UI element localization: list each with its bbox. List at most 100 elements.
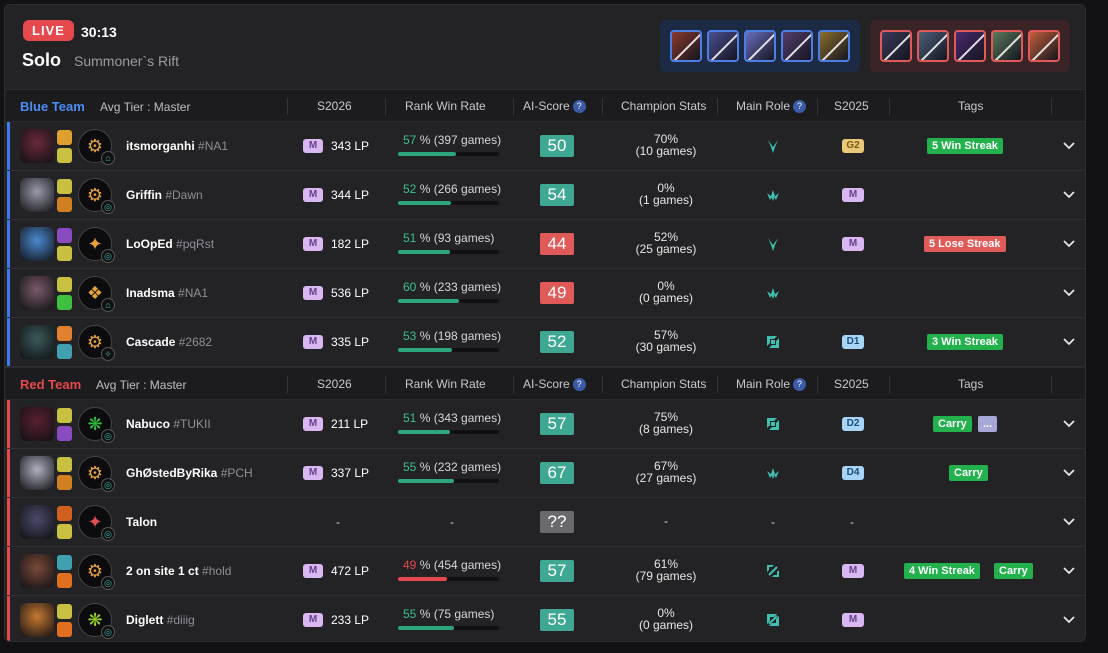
win-rate-percent: 52 [403, 182, 417, 196]
win-rate-games: % (93 games) [416, 231, 495, 245]
summoner-spell-icon [57, 555, 72, 570]
column-divider [717, 98, 718, 115]
col-s2025: S2025 [834, 99, 869, 113]
blue-team-bans [660, 20, 860, 72]
top-icon [765, 416, 781, 432]
player-row[interactable]: ⚙ ◎ Griffin #Dawn M 344 LP 52 % (266 games) 54… [5, 171, 1085, 220]
player-row[interactable]: ❋ ◎ Diglett #diiig M 233 LP 55 % (75 games) 55… [5, 596, 1085, 641]
chevron-down-icon[interactable] [1061, 236, 1077, 252]
summoner-name: Talon [126, 515, 158, 529]
secondary-rune-icon: ⌂ [101, 151, 115, 165]
chevron-down-icon[interactable] [1061, 563, 1077, 579]
win-rate-games: % (266 games) [416, 182, 502, 196]
player-row[interactable]: ❖ ⌂ Inadsma #NA1 M 536 LP 60 % (233 games) 49 0… [5, 269, 1085, 318]
support-icon [765, 187, 781, 203]
player-row[interactable]: ⚙ ⌂ itsmorganhi #NA1 M 343 LP 57 % (397 games… [5, 122, 1085, 171]
chevron-down-icon[interactable] [1061, 334, 1077, 350]
riot-tag: #Dawn [165, 188, 203, 202]
column-label: Rank Win Rate [405, 377, 486, 391]
tier-badge: M [303, 188, 323, 202]
player-name[interactable]: Cascade #2682 [126, 335, 212, 349]
chevron-down-icon[interactable] [1061, 612, 1077, 628]
rank-win-rate: 52 % (266 games) [403, 182, 501, 196]
team-color-bar [7, 171, 10, 219]
player-row[interactable]: ⚙ ◎ 2 on site 1 ct #hold M 472 LP 49 % (454 g… [5, 547, 1085, 596]
chevron-down-icon[interactable] [1061, 187, 1077, 203]
champion-portrait [20, 554, 54, 588]
champion-win-rate: 52% [653, 230, 679, 244]
player-name[interactable]: itsmorganhi #NA1 [126, 139, 228, 153]
team-color-bar [7, 449, 10, 497]
league-points: 344 LP [331, 188, 370, 202]
column-divider [817, 376, 818, 393]
help-icon[interactable]: ? [793, 100, 807, 113]
player-name[interactable]: Griffin #Dawn [126, 188, 203, 202]
player-row[interactable]: ⚙ ✧ Cascade #2682 M 335 LP 53 % (198 games) 52… [5, 318, 1085, 367]
column-label: Rank Win Rate [405, 99, 486, 113]
player-row[interactable]: ✦ ◎ Talon - -?? - - - [5, 498, 1085, 547]
ai-score-badge: ?? [540, 511, 574, 533]
player-name[interactable]: 2 on site 1 ct #hold [126, 564, 231, 578]
ai-score-badge: 44 [540, 233, 574, 255]
win-rate-bar-fill [398, 152, 456, 156]
avg-tier: Avg Tier : Master [100, 100, 191, 114]
win-rate-percent: 53 [403, 329, 417, 343]
summoner-spell-icon [57, 197, 72, 212]
bottom-icon [765, 612, 781, 628]
league-points: 343 LP [331, 139, 370, 153]
help-icon[interactable]: ? [572, 378, 586, 391]
win-rate-bar [398, 479, 499, 483]
team-name: Blue Team [20, 99, 85, 114]
win-rate-bar-fill [398, 250, 450, 254]
player-name[interactable]: Nabuco #TUKII [126, 417, 211, 431]
summoner-name: Cascade [126, 335, 176, 349]
column-divider [1051, 98, 1052, 115]
chevron-down-icon[interactable] [1061, 416, 1077, 432]
player-row[interactable]: ⚙ ◎ GhØstedByRika #PCH M 337 LP 55 % (232 gam… [5, 449, 1085, 498]
tier-badge: M [303, 139, 323, 153]
column-label: AI-Score [523, 99, 570, 113]
keystone-rune-icon: ❖ [78, 276, 112, 310]
win-rate-games: % (397 games) [416, 133, 502, 147]
chevron-down-icon[interactable] [1061, 285, 1077, 301]
column-label: Tags [958, 377, 984, 391]
rank-placeholder: - [336, 515, 340, 529]
banned-champion-icon [954, 30, 986, 62]
s2025-tier-badge: D2 [842, 417, 864, 431]
champion-games: (79 games) [635, 569, 697, 583]
win-rate-bar-fill [398, 201, 451, 205]
summoner-name: itsmorganhi [126, 139, 195, 153]
col-main-role: Main Role? [736, 377, 807, 391]
chevron-down-icon[interactable] [1061, 138, 1077, 154]
tier-badge: M [303, 564, 323, 578]
col-tags: Tags [958, 377, 983, 391]
champion-stats: 67% (27 games) [625, 460, 707, 484]
player-name[interactable]: LoOpEd #pqRst [126, 237, 214, 251]
champion-portrait [20, 276, 54, 310]
chevron-down-icon[interactable] [1061, 514, 1077, 530]
champion-win-rate: 70% [653, 132, 679, 146]
column-label: Tags [958, 99, 984, 113]
rank-win-rate: 55 % (232 games) [403, 460, 501, 474]
player-name[interactable]: Inadsma #NA1 [126, 286, 208, 300]
banned-champion-icon [818, 30, 850, 62]
help-icon[interactable]: ? [572, 100, 586, 113]
chevron-down-icon[interactable] [1061, 465, 1077, 481]
banned-champion-icon [1028, 30, 1060, 62]
win-rate-bar [398, 152, 499, 156]
player-name[interactable]: Talon [126, 515, 157, 529]
player-name[interactable]: Diglett #diiig [126, 613, 195, 627]
more-tags-button[interactable]: ... [978, 416, 998, 432]
column-divider [287, 376, 288, 393]
player-name[interactable]: GhØstedByRika #PCH [126, 466, 253, 480]
win-rate-bar-fill [398, 577, 447, 581]
summoner-spell-icon [57, 228, 72, 243]
secondary-rune-icon: ◎ [101, 625, 115, 639]
help-icon[interactable]: ? [793, 378, 807, 391]
win-rate-percent: 55 [403, 607, 417, 621]
champion-stats: 57% (30 games) [625, 329, 707, 353]
player-row[interactable]: ✦ ◎ LoOpEd #pqRst M 182 LP 51 % (93 games) 44 5… [5, 220, 1085, 269]
player-row[interactable]: ❋ ◎ Nabuco #TUKII M 211 LP 51 % (343 games) 57… [5, 400, 1085, 449]
column-label: Champion Stats [621, 99, 707, 113]
tier-badge: M [303, 237, 323, 251]
